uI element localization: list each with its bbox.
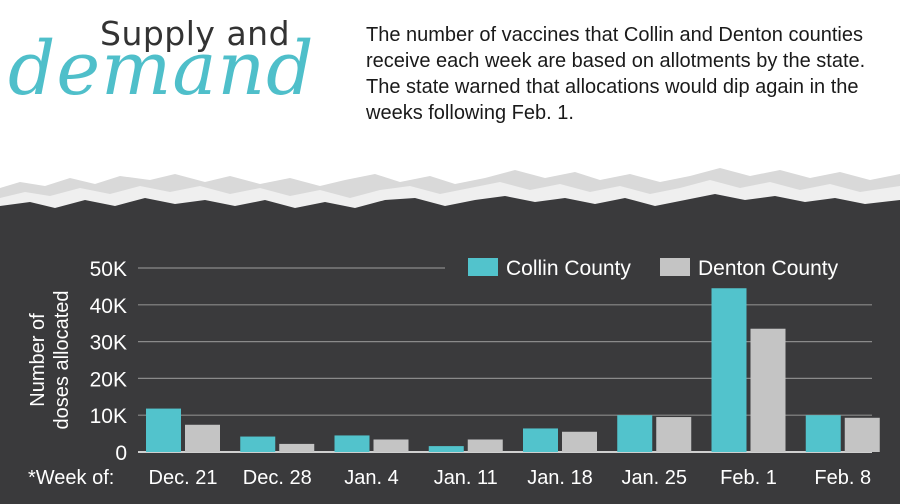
- y-tick-label: 0: [115, 442, 127, 465]
- bar-collin-county: [334, 435, 370, 452]
- bar-denton-county: [467, 439, 503, 452]
- description-text: The number of vaccines that Collin and D…: [366, 24, 866, 124]
- x-axis-label: *Week of:: [28, 467, 114, 489]
- legend: Collin County Denton County: [468, 257, 839, 280]
- x-tick-label: Jan. 18: [527, 467, 593, 489]
- y-tick-label: 40K: [90, 295, 127, 318]
- bar-collin-county: [428, 446, 464, 452]
- bar-collin-county: [240, 436, 276, 452]
- y-axis-label: Number of doses allocated: [27, 291, 73, 430]
- torn-paper-edge: [0, 168, 900, 220]
- x-tick-label: Feb. 1: [720, 467, 777, 489]
- x-tick-label: Jan. 25: [621, 467, 687, 489]
- y-tick-label: 20K: [90, 368, 127, 391]
- x-tick-label: Jan. 4: [344, 467, 398, 489]
- x-tick-label: Feb. 8: [814, 467, 871, 489]
- title-supply-and: Supply and: [100, 14, 291, 53]
- x-tick-label: Dec. 21: [149, 467, 218, 489]
- bar-collin-county: [523, 428, 558, 452]
- y-tick-label: 10K: [90, 405, 127, 428]
- y-axis-label-line: doses allocated: [51, 291, 73, 430]
- y-axis-label-line: Number of: [27, 313, 49, 407]
- bar-denton-county: [562, 431, 597, 452]
- legend-swatch: [468, 258, 498, 276]
- bar-denton-county: [750, 328, 786, 452]
- bars: [146, 288, 880, 452]
- x-tick-label: Jan. 11: [434, 467, 498, 489]
- y-tick-labels: 0 10K 20K 30K 40K 50K: [90, 258, 127, 465]
- y-tick-label: 50K: [90, 258, 127, 281]
- x-tick-labels: Dec. 21 Dec. 28 Jan. 4 Jan. 11 Jan. 18 Jan. 2…: [149, 467, 872, 489]
- bar-collin-county: [805, 415, 841, 452]
- bar-collin-county: [146, 408, 181, 452]
- header-area: Supply and demand The number of vaccines…: [0, 0, 900, 170]
- legend-label: Collin County: [506, 257, 631, 280]
- y-tick-label: 30K: [90, 332, 127, 355]
- bar-denton-county: [656, 417, 692, 452]
- x-tick-label: Dec. 28: [243, 467, 312, 489]
- bar-denton-county: [844, 417, 880, 452]
- title-demand: demand: [8, 26, 315, 112]
- legend-label: Denton County: [698, 257, 839, 280]
- bar-denton-county: [185, 424, 220, 452]
- legend-swatch: [660, 258, 690, 276]
- bar-denton-county: [279, 443, 315, 452]
- bar-denton-county: [373, 439, 409, 452]
- bar-collin-county: [711, 288, 747, 452]
- bar-collin-county: [617, 415, 653, 452]
